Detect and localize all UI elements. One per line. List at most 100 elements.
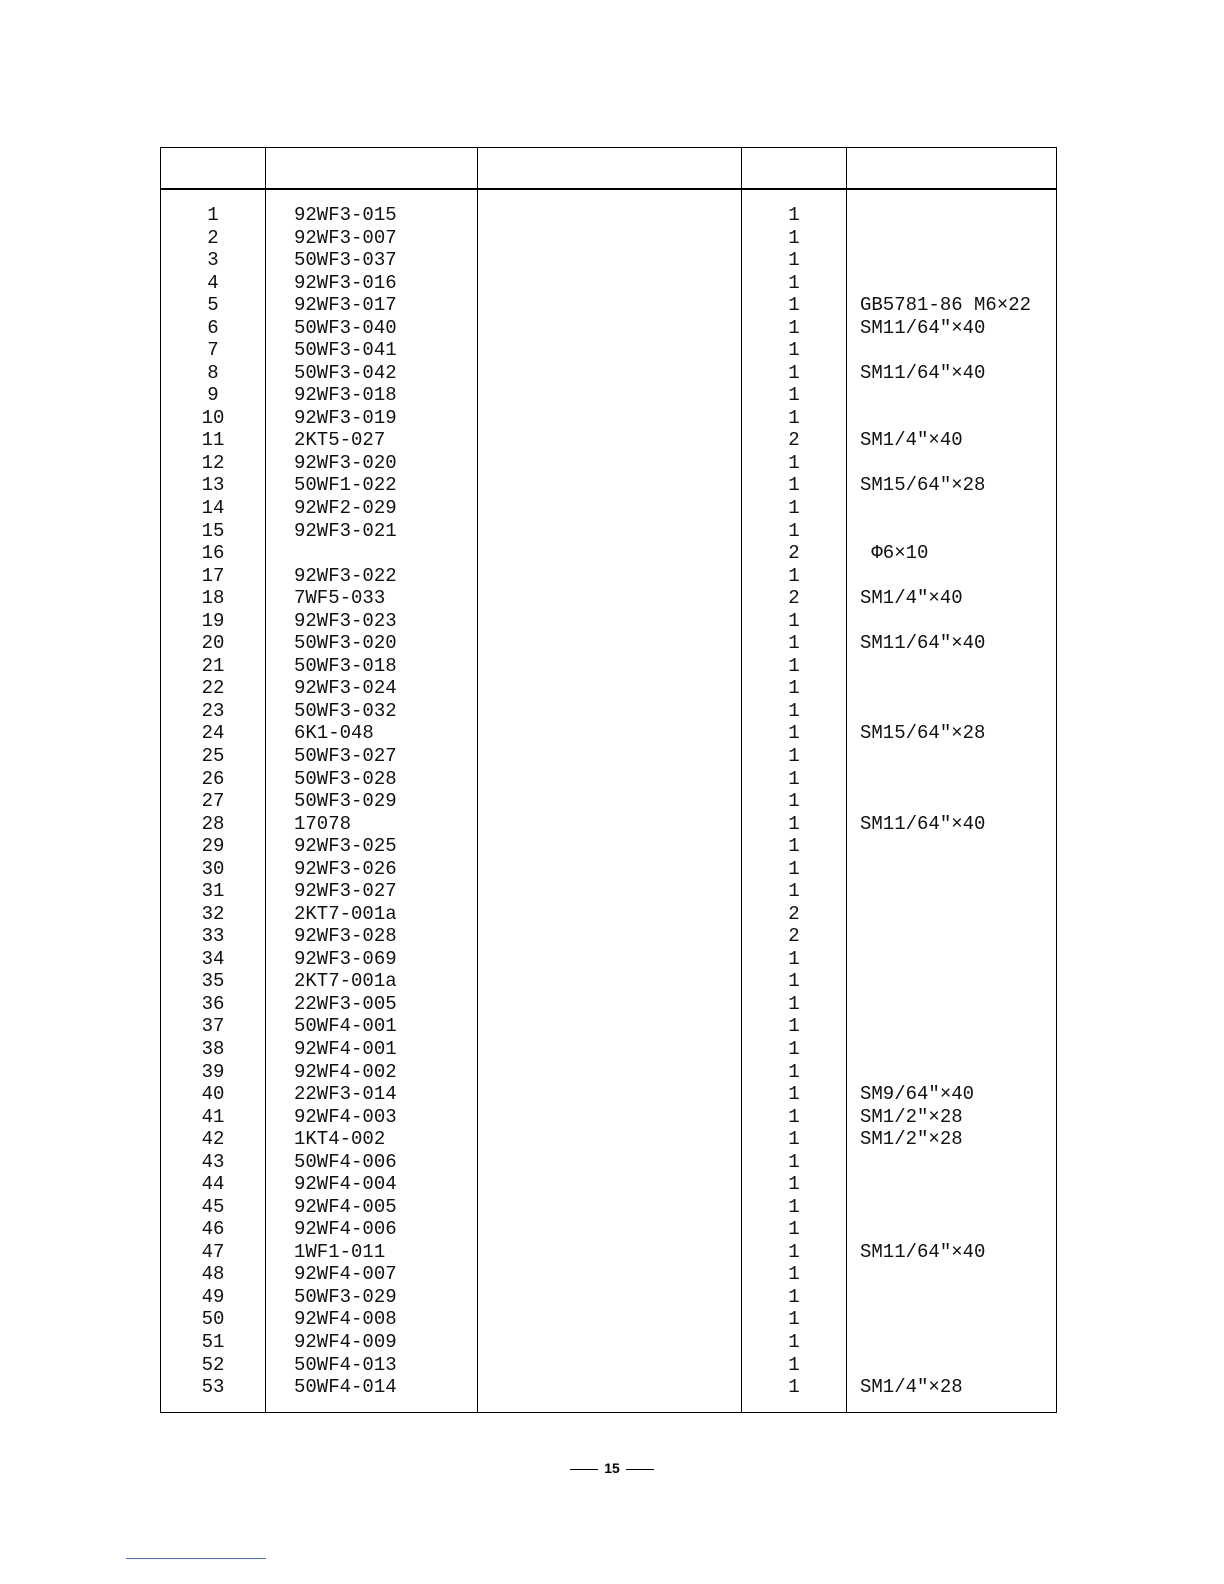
quantity: 1	[788, 609, 800, 632]
table-row: 25 50WF3-027 1	[161, 745, 1058, 767]
remark: SM11/64″×40	[860, 632, 986, 655]
quantity: 1	[788, 271, 800, 294]
table-row: 46 92WF4-006 1	[161, 1218, 1058, 1240]
item-number: 21	[201, 654, 225, 677]
part-number: 1WF1-011	[294, 1240, 386, 1263]
table-row: 45 92WF4-005 1	[161, 1196, 1058, 1218]
item-number: 8	[207, 361, 219, 384]
table-row: 49 50WF3-029 1	[161, 1286, 1058, 1308]
table-row: 29 92WF3-025 1	[161, 835, 1058, 857]
item-number: 31	[201, 880, 225, 903]
quantity: 1	[788, 880, 800, 903]
table-row: 35 2KT7-001a 1	[161, 970, 1058, 992]
item-number: 44	[201, 1173, 225, 1196]
item-number: 42	[201, 1128, 225, 1151]
quantity: 1	[788, 1331, 800, 1353]
quantity: 1	[788, 316, 800, 339]
table-row: 1 92WF3-015 1	[161, 204, 1058, 226]
part-number: 22WF3-014	[294, 1083, 397, 1106]
item-number: 11	[201, 429, 225, 452]
quantity: 1	[788, 384, 800, 407]
quantity: 1	[788, 1376, 800, 1399]
part-number: 50WF3-042	[294, 361, 397, 384]
quantity: 1	[788, 406, 800, 429]
part-number: 2KT7-001a	[294, 970, 397, 993]
remark: SM11/64″×40	[860, 361, 986, 384]
remark: SM11/64″×40	[860, 1240, 986, 1263]
remark: SM11/64″×40	[860, 316, 986, 339]
quantity: 2	[788, 587, 800, 610]
part-number: 92WF3-022	[294, 564, 397, 587]
part-number: 92WF3-023	[294, 609, 397, 632]
part-number: 92WF3-021	[294, 519, 397, 542]
quantity: 1	[788, 497, 800, 520]
item-number: 9	[207, 384, 219, 407]
quantity: 1	[788, 857, 800, 880]
part-number: 92WF3-027	[294, 880, 397, 903]
item-number: 16	[201, 542, 225, 565]
table-row: 23 50WF3-032 1	[161, 700, 1058, 722]
table-row: 41 92WF4-003 1 SM1/2″×28	[161, 1106, 1058, 1128]
item-number: 26	[201, 767, 225, 790]
item-number: 19	[201, 609, 225, 632]
item-number: 30	[201, 857, 225, 880]
quantity: 1	[788, 1105, 800, 1128]
table-row: 28 17078 1 SM11/64″×40	[161, 813, 1058, 835]
table-row: 9 92WF3-018 1	[161, 384, 1058, 406]
quantity: 1	[788, 722, 800, 745]
item-number: 39	[201, 1060, 225, 1083]
remark: SM1/2″×28	[860, 1105, 963, 1128]
table-row: 11 2KT5-027 2 SM1/4″×40	[161, 429, 1058, 451]
item-number: 15	[201, 519, 225, 542]
table-row: 33 92WF3-028 2	[161, 925, 1058, 947]
quantity: 1	[788, 1060, 800, 1083]
item-number: 23	[201, 699, 225, 722]
table-row: 8 50WF3-042 1 SM11/64″×40	[161, 362, 1058, 384]
remark: GB5781-86 M6×22	[860, 294, 1032, 317]
part-number: 50WF3-028	[294, 767, 397, 790]
quantity: 1	[788, 1128, 800, 1151]
part-number: 92WF4-005	[294, 1195, 397, 1218]
dash-right	[625, 1468, 654, 1470]
part-number: 92WF3-017	[294, 294, 397, 317]
table-row: 7 50WF3-041 1	[161, 339, 1058, 361]
remark: SM1/4″×40	[860, 587, 963, 610]
table-row: 48 92WF4-007 1	[161, 1263, 1058, 1285]
quantity: 1	[788, 519, 800, 542]
part-number: 92WF4-004	[294, 1173, 397, 1196]
table-row: 36 22WF3-005 1	[161, 993, 1058, 1015]
column-divider	[265, 148, 266, 1412]
quantity: 1	[788, 835, 800, 858]
quantity: 2	[788, 542, 800, 565]
part-number: 50WF3-020	[294, 632, 397, 655]
header-divider	[161, 188, 1056, 190]
table-row: 40 22WF3-014 1 SM9/64″×40	[161, 1083, 1058, 1105]
item-number: 53	[201, 1376, 225, 1399]
part-number: 50WF3-027	[294, 744, 397, 767]
item-number: 5	[207, 294, 219, 317]
table-row: 15 92WF3-021 1	[161, 520, 1058, 542]
item-number: 3	[207, 249, 219, 272]
dash-left	[570, 1468, 599, 1470]
part-number: 92WF3-015	[294, 204, 397, 226]
table-row: 34 92WF3-069 1	[161, 948, 1058, 970]
quantity: 1	[788, 632, 800, 655]
item-number: 49	[201, 1285, 225, 1308]
item-number: 18	[201, 587, 225, 610]
table-row: 30 92WF3-026 1	[161, 858, 1058, 880]
quantity: 1	[788, 1308, 800, 1331]
column-divider	[477, 148, 478, 1412]
table-row: 13 50WF1-022 1 SM15/64″×28	[161, 474, 1058, 496]
quantity: 1	[788, 294, 800, 317]
table-row: 51 92WF4-009 1	[161, 1331, 1058, 1353]
item-number: 43	[201, 1150, 225, 1173]
item-number: 34	[201, 947, 225, 970]
item-number: 36	[201, 992, 225, 1015]
quantity: 1	[788, 812, 800, 835]
table-row: 4 92WF3-016 1	[161, 272, 1058, 294]
part-number: 50WF3-041	[294, 339, 397, 362]
table-row: 32 2KT7-001a 2	[161, 903, 1058, 925]
item-number: 2	[207, 226, 219, 249]
remark: SM15/64″×28	[860, 722, 986, 745]
table-row: 3 50WF3-037 1	[161, 249, 1058, 271]
